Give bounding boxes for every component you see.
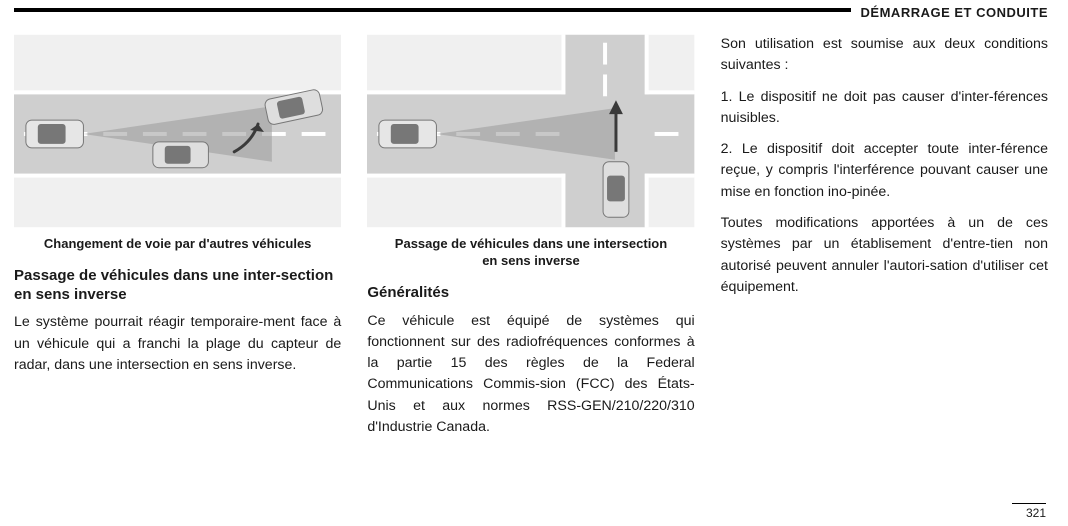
figure-lane-change-caption: Changement de voie par d'autres véhicule… — [14, 236, 341, 253]
figure-intersection-caption: Passage de véhicules dans une intersecti… — [367, 236, 694, 270]
page-number: 321 — [1012, 503, 1046, 520]
col2-body: Ce véhicule est équipé de systèmes qui f… — [367, 311, 694, 439]
figure-intersection — [367, 34, 694, 228]
col1-body: Le système pourrait réagir temporaire-me… — [14, 312, 341, 376]
col3-p2: 1. Le dispositif ne doit pas causer d'in… — [721, 87, 1048, 130]
figure-intersection-caption-line2: en sens inverse — [367, 253, 694, 270]
col3-p3: 2. Le dispositif doit accepter toute int… — [721, 139, 1048, 203]
header: DÉMARRAGE ET CONDUITE — [14, 8, 1048, 12]
column-2: Passage de véhicules dans une intersecti… — [367, 34, 694, 526]
header-title: DÉMARRAGE ET CONDUITE — [851, 5, 1048, 20]
col2-subhead: Généralités — [367, 284, 694, 303]
column-1: Changement de voie par d'autres véhicule… — [14, 34, 341, 526]
col3-p4: Toutes modifications apportées à un de c… — [721, 213, 1048, 298]
figure-intersection-svg — [367, 34, 694, 228]
page-root: DÉMARRAGE ET CONDUITE — [0, 0, 1068, 526]
figure-lane-change — [14, 34, 341, 228]
column-3: Son utilisation est soumise aux deux con… — [721, 34, 1048, 526]
columns: Changement de voie par d'autres véhicule… — [14, 8, 1048, 526]
col1-subhead: Passage de véhicules dans une inter-sect… — [14, 267, 341, 305]
figure-intersection-caption-line1: Passage de véhicules dans une intersecti… — [367, 236, 694, 253]
col3-p1: Son utilisation est soumise aux deux con… — [721, 34, 1048, 77]
figure-lane-change-svg — [14, 34, 341, 228]
